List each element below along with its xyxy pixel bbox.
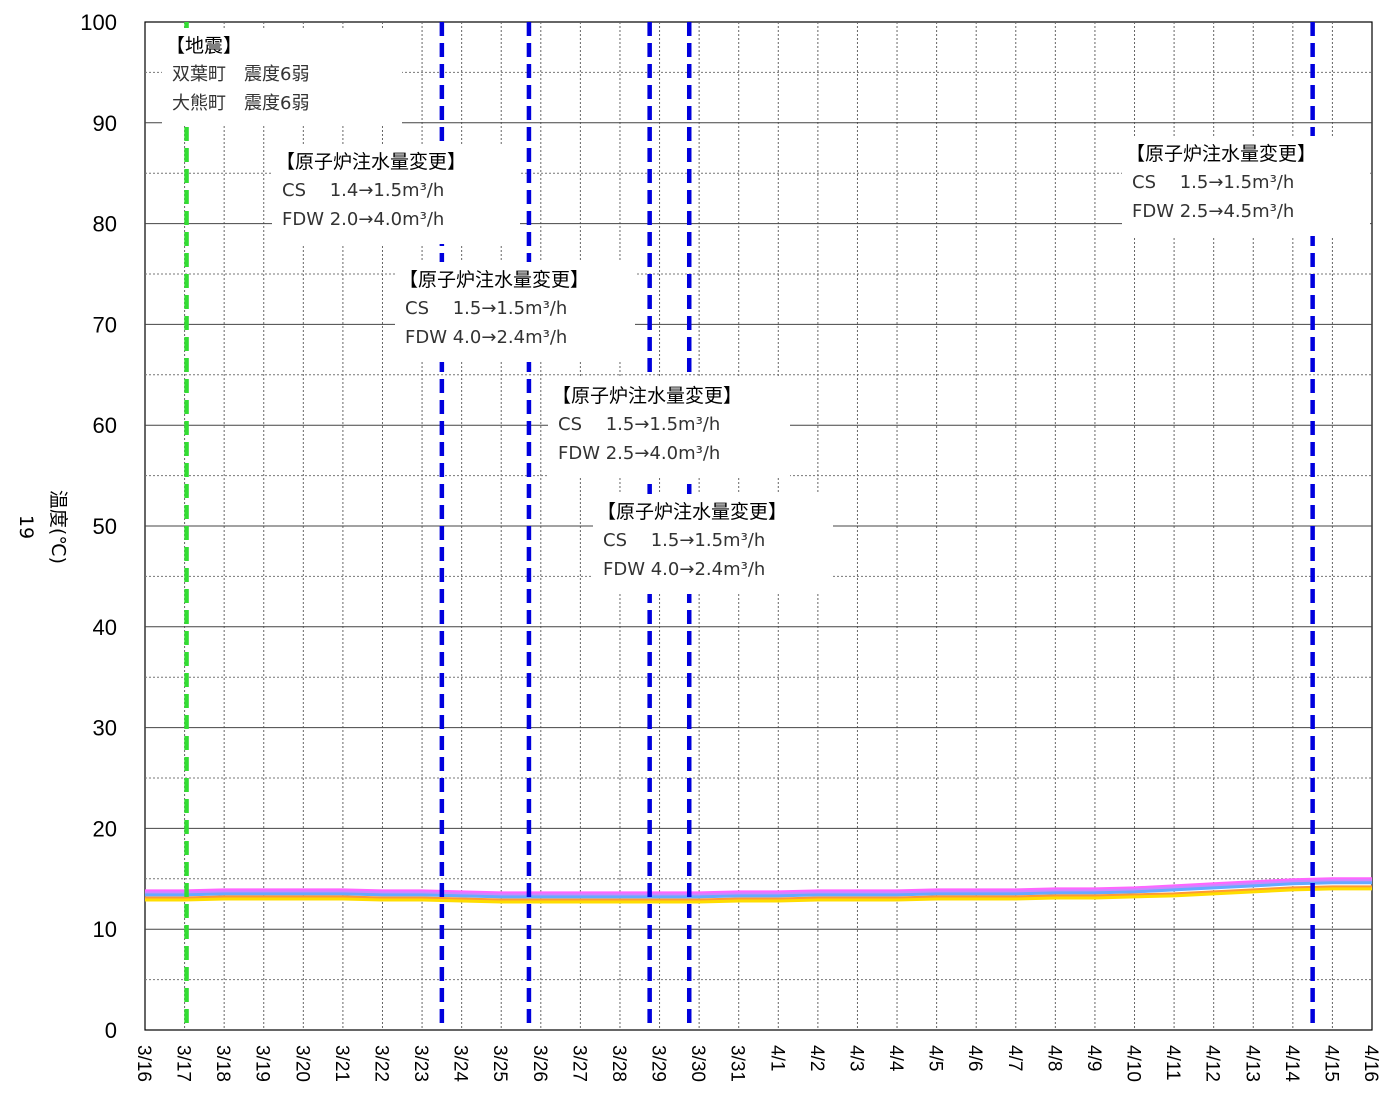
x-tick-label: 4/10 [1123,1045,1144,1082]
annotation-box [272,144,520,244]
x-tick-label: 3/16 [133,1045,154,1082]
annotation-title: 【原子炉注水量変更】 [597,501,787,523]
x-tick-label: 3/19 [252,1045,273,1082]
x-tick-label: 3/20 [291,1045,312,1082]
annotation-box [1122,136,1370,236]
annotation-box [593,494,833,594]
annotation-inj1: 【原子炉注水量変更】 CS 1.4→1.5m³/h FDW 2.0→4.0m³/h [272,144,520,244]
annotation-box [548,378,790,478]
annotation-inj3: 【原子炉注水量変更】 CS 1.5→1.5m³/h FDW 2.5→4.0m³/h [548,378,790,478]
x-tick-label: 4/1 [766,1045,787,1071]
annotation-line: CS 1.4→1.5m³/h [282,180,444,201]
x-tick-label: 3/18 [212,1045,233,1082]
annotation-line: 大熊町 震度6弱 [172,93,309,114]
annotation-title: 【原子炉注水量変更】 [1126,143,1316,165]
x-tick-label: 3/28 [608,1045,629,1082]
y-tick-label: 10 [93,917,117,942]
x-tick-label: 3/21 [331,1045,352,1082]
y-tick-label: 100 [80,10,117,35]
x-tick-label: 4/2 [806,1045,827,1071]
y-axis-label: 温度(℃) [47,490,69,564]
annotation-title: 【原子炉注水量変更】 [552,385,742,407]
annotation-line: CS 1.5→1.5m³/h [603,530,765,551]
annotation-line: CS 1.5→1.5m³/h [1132,172,1294,193]
page-number: 19 [15,515,37,539]
annotation-line: FDW 4.0→2.4m³/h [603,559,765,580]
y-tick-label: 70 [93,312,117,337]
x-tick-label: 3/17 [173,1045,194,1082]
series-line [145,887,1372,904]
annotation-line: FDW 4.0→2.4m³/h [405,327,567,348]
y-tick-label: 40 [93,615,117,640]
series-line [145,885,1372,902]
x-tick-label: 4/13 [1241,1045,1262,1082]
annotation-line: FDW 2.0→4.0m³/h [282,209,444,230]
x-tick-label: 4/11 [1162,1045,1183,1081]
series-line [145,879,1372,897]
y-tick-label: 80 [93,212,117,237]
series-line [145,877,1372,895]
annotation-title: 【地震】 [166,35,242,57]
annotation-line: 双葉町 震度6弱 [172,64,309,85]
annotation-line: FDW 2.5→4.0m³/h [558,443,720,464]
x-tick-label: 3/29 [648,1045,669,1082]
x-tick-label: 4/9 [1083,1045,1104,1071]
series-line [145,881,1372,899]
series-lines [145,877,1372,904]
annotation-title: 【原子炉注水量変更】 [399,269,589,291]
annotation-inj4: 【原子炉注水量変更】 CS 1.5→1.5m³/h FDW 4.0→2.4m³/h [593,494,833,594]
y-tick-label: 20 [93,816,117,841]
annotation-line: CS 1.5→1.5m³/h [405,298,567,319]
x-tick-label: 4/16 [1360,1045,1381,1082]
y-tick-label: 90 [93,111,117,136]
x-tick-label: 4/12 [1202,1045,1223,1082]
annotation-title: 【原子炉注水量変更】 [276,151,466,173]
x-ticks: 3/16 3/17 3/18 3/19 3/20 3/21 3/22 3/23 3/24 3/25… [133,1045,1381,1082]
y-tick-label: 0 [105,1018,117,1043]
x-tick-label: 3/27 [568,1045,589,1082]
x-tick-label: 4/3 [845,1045,866,1071]
x-tick-label: 4/15 [1320,1045,1341,1082]
y-tick-label: 30 [93,716,117,741]
x-tick-label: 3/26 [529,1045,550,1082]
y-tick-label: 60 [93,413,117,438]
x-tick-label: 3/31 [727,1045,748,1082]
x-tick-label: 4/14 [1281,1045,1302,1082]
y-ticks: 0 10 20 30 40 50 60 70 80 90 100 [80,10,117,1043]
x-tick-label: 4/6 [964,1045,985,1071]
x-tick-label: 3/24 [450,1045,471,1082]
annotation-box [395,262,635,362]
x-tick-label: 3/22 [370,1045,391,1082]
annotation-line: CS 1.5→1.5m³/h [558,414,720,435]
x-tick-label: 4/5 [925,1045,946,1071]
x-tick-label: 4/8 [1043,1045,1064,1071]
x-tick-label: 3/25 [489,1045,510,1082]
x-tick-label: 3/23 [410,1045,431,1082]
annotation-box [162,28,402,124]
x-tick-label: 4/7 [1004,1045,1025,1071]
y-tick-label: 50 [93,514,117,539]
x-tick-label: 4/4 [885,1045,906,1072]
annotation-inj5: 【原子炉注水量変更】 CS 1.5→1.5m³/h FDW 2.5→4.5m³/h [1122,136,1370,236]
annotation-line: FDW 2.5→4.5m³/h [1132,201,1294,222]
x-tick-label: 3/30 [687,1045,708,1082]
annotation-inj2: 【原子炉注水量変更】 CS 1.5→1.5m³/h FDW 4.0→2.4m³/h [395,262,635,362]
